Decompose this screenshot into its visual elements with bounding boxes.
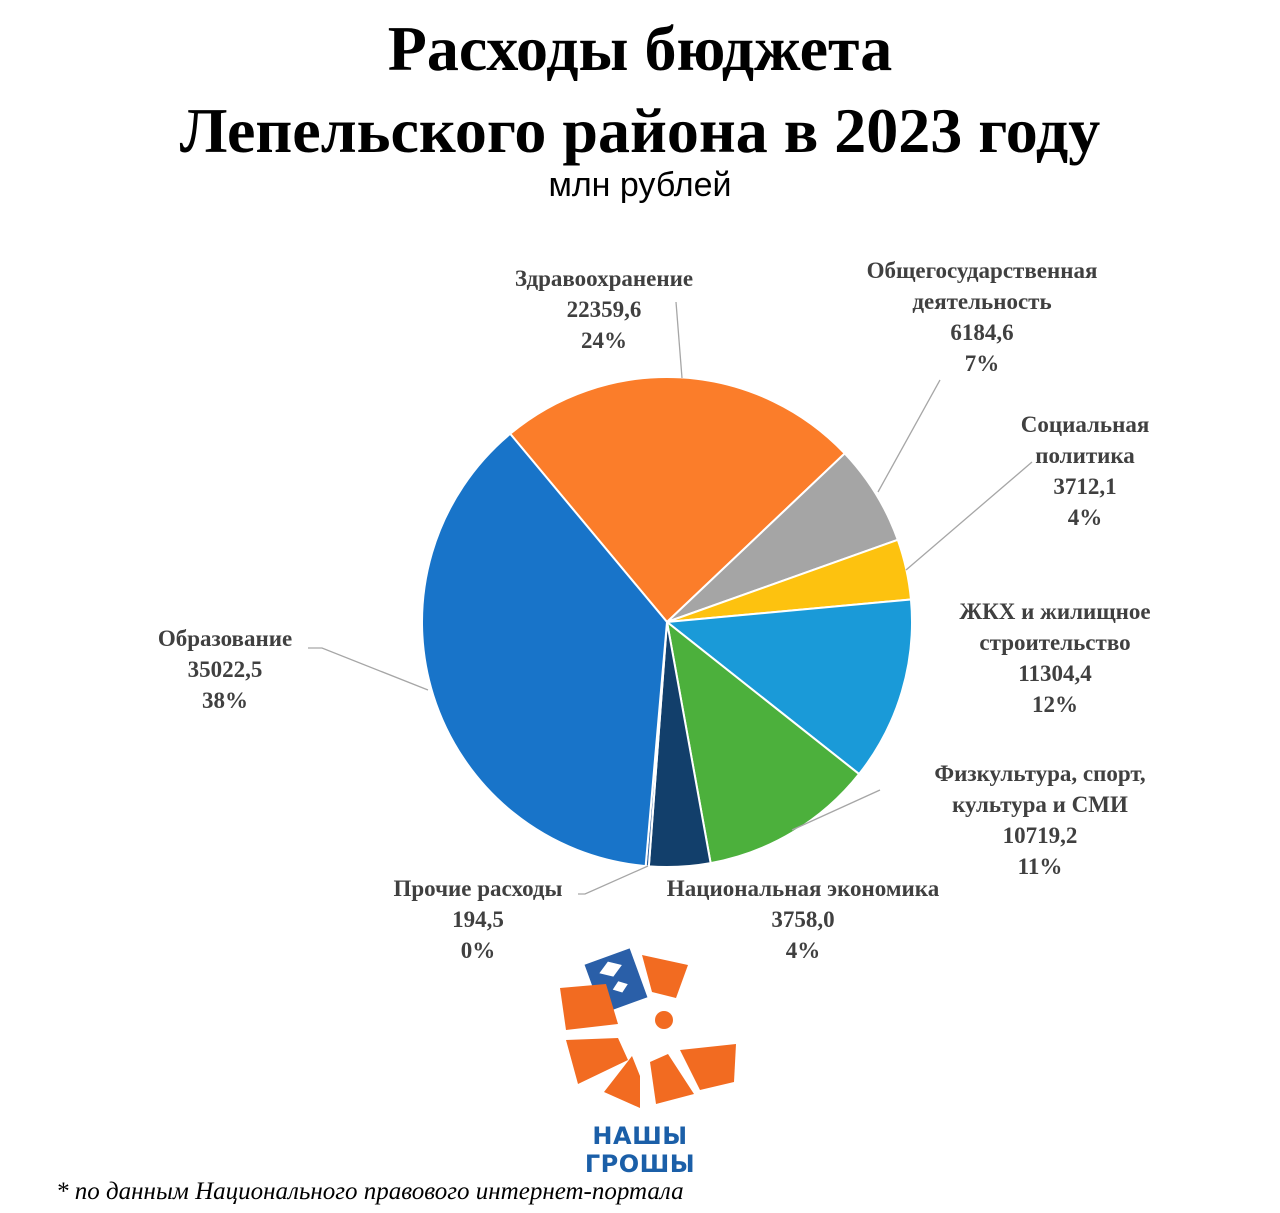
slice-name: Здравоохранение [514,266,694,291]
slice-percent: 12% [1032,692,1078,717]
leader-line [877,379,941,493]
slice-value: 22359,6 [566,297,642,322]
pie [421,376,913,868]
slice-value: 35022,5 [187,657,263,682]
slice-name: Физкультура, спорт, культура и СМИ [934,761,1146,817]
slice-label: Социальная политика 3712,1 4% [1021,409,1150,533]
leader-line [308,647,429,691]
chart-title: Расходы бюджета Лепельского района в 202… [179,13,1101,166]
slice-label: Образование 35022,5 38% [158,623,292,716]
pie-slice [664,598,913,776]
slice-percent: 7% [964,351,1000,376]
slice-name: Прочие расходы [393,876,563,901]
pie-slice [421,432,669,868]
logo-text: НАШЫ ГРОШЫ [584,1122,696,1178]
pie-slice [665,619,861,865]
slice-name: Образование [157,626,293,651]
leader-line [675,301,683,379]
slice-percent: 24% [581,328,627,353]
slice-label: Физкультура, спорт, культура и СМИ 10719,… [934,758,1145,882]
slice-label: Общегосударственная деятельность 6184,6 7% [867,255,1098,379]
logo [560,948,736,1108]
leader-line [791,789,881,831]
logo-pattern-detail [599,961,628,993]
footnote: * по данным Национального правового инте… [56,1178,684,1205]
slice-label: Здравоохранение 22359,6 24% [515,263,693,356]
slice-name: Социальная политика [1020,412,1150,468]
slice-label: ЖКХ и жилищное строительство 11304,4 12% [959,596,1150,720]
leader-line [905,461,1033,571]
slice-value: 10719,2 [1002,823,1078,848]
slice-percent: 11% [1017,854,1063,879]
slice-value: 3758,0 [771,907,835,932]
slice-label: Национальная экономика 3758,0 4% [667,873,939,966]
slice-label: Прочие расходы 194,5 0% [393,873,562,966]
leader-line [578,865,649,895]
slice-value: 194,5 [452,907,504,932]
slice-name: ЖКХ и жилищное строительство [959,599,1151,655]
slice-percent: 0% [460,938,496,963]
logo-petals [560,955,736,1108]
slice-value: 6184,6 [950,320,1014,345]
chart-subtitle: млн рублей [548,166,732,204]
leader-lines [308,301,1033,895]
slice-percent: 4% [785,938,821,963]
slice-name: Общегосударственная деятельность [866,258,1098,314]
slice-value: 11304,4 [1018,661,1092,686]
slice-name: Национальная экономика [666,876,940,901]
slice-percent: 4% [1067,505,1103,530]
slice-percent: 38% [201,688,248,713]
slice-value: 3712,1 [1053,474,1117,499]
